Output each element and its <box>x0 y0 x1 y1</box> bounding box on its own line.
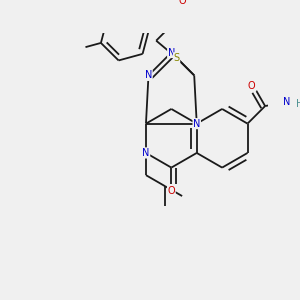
Text: S: S <box>173 53 180 63</box>
Text: H: H <box>296 99 300 109</box>
Text: O: O <box>248 81 256 91</box>
Text: N: N <box>193 118 200 129</box>
Text: N: N <box>142 148 150 158</box>
Text: N: N <box>145 70 152 80</box>
Text: O: O <box>167 186 175 196</box>
Text: N: N <box>168 47 175 58</box>
Text: N: N <box>283 97 291 107</box>
Text: O: O <box>178 0 186 6</box>
